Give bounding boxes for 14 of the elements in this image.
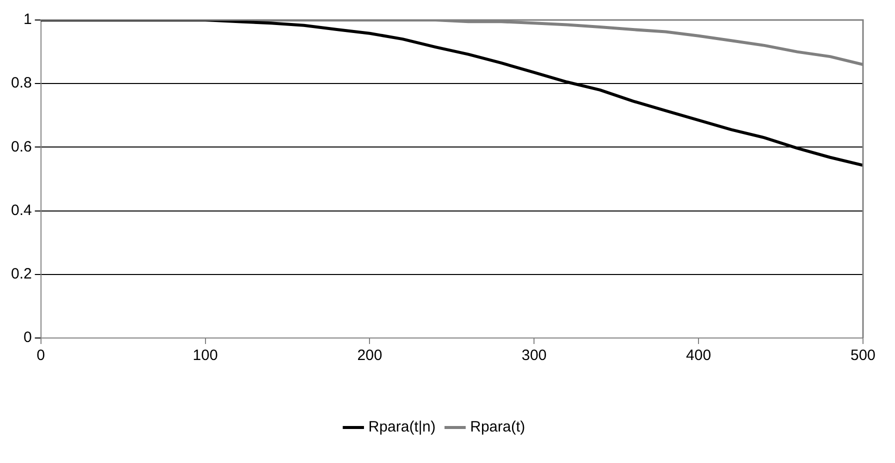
y-tick-label: 0.2 (10, 266, 32, 283)
x-tick-label: 300 (522, 347, 547, 364)
legend-label: Rpara(t) (470, 418, 526, 436)
y-tick-label: 0.4 (10, 202, 32, 219)
y-tick-label: 1 (24, 11, 32, 28)
x-tick-label: 100 (192, 347, 218, 364)
y-tick-label: 0.6 (10, 138, 32, 156)
y-tick-label: 0.8 (10, 74, 32, 92)
x-tick-label: 200 (357, 347, 382, 364)
y-tick-label: 0 (24, 329, 32, 346)
x-tick-label: 400 (686, 347, 712, 364)
legend-label: Rpara(t|n) (368, 418, 436, 436)
x-tick-label: 500 (850, 347, 876, 364)
x-tick-label: 0 (36, 347, 46, 364)
